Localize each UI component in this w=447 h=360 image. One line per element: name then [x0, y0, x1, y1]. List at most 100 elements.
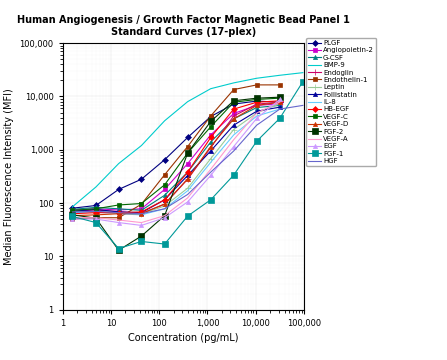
Endothelin-1	[116, 216, 121, 220]
EGF	[162, 216, 167, 220]
FGF-1	[70, 214, 75, 219]
HGF	[185, 192, 190, 197]
Legend: PLGF, Angiopoietin-2, G-CSF, BMP-9, Endoglin, Endothelin-1, Leptin, Follistatin,: PLGF, Angiopoietin-2, G-CSF, BMP-9, Endo…	[306, 38, 376, 166]
FGF-1	[208, 198, 213, 202]
Angiopoietin-2	[139, 207, 144, 211]
Line: Endothelin-1: Endothelin-1	[70, 83, 282, 221]
PLGF	[208, 114, 213, 119]
X-axis label: Concentration (pg/mL): Concentration (pg/mL)	[128, 333, 239, 343]
Line: PLGF: PLGF	[70, 99, 282, 210]
Line: VEGF-C: VEGF-C	[70, 96, 282, 212]
Leptin	[254, 111, 259, 115]
HB-EGF	[254, 100, 259, 104]
FGF-1	[231, 173, 236, 177]
HGF	[162, 207, 167, 211]
Endothelin-1	[93, 216, 99, 220]
PLGF	[93, 203, 99, 208]
HB-EGF	[70, 212, 75, 216]
G-CSF	[162, 193, 167, 197]
Follistatin	[185, 173, 190, 177]
BMP-9	[116, 161, 121, 166]
Endoglin	[231, 114, 236, 118]
Follistatin	[208, 149, 213, 153]
VEGF-D	[139, 212, 144, 216]
VEGF-D	[116, 212, 121, 216]
FGF-1	[139, 239, 144, 244]
IL-8	[231, 133, 236, 137]
VEGF-A	[116, 218, 121, 222]
EGF	[116, 220, 121, 225]
FGF-2	[139, 234, 144, 238]
FGF-2	[70, 213, 75, 217]
G-CSF	[208, 140, 213, 144]
VEGF-D	[277, 100, 283, 104]
Line: HGF: HGF	[72, 105, 303, 214]
Line: Angiopoietin-2: Angiopoietin-2	[70, 102, 282, 212]
Leptin	[139, 212, 144, 216]
FGF-2	[162, 213, 167, 218]
FGF-1	[93, 220, 99, 225]
HGF	[93, 209, 99, 213]
Follistatin	[162, 198, 167, 202]
Leptin	[93, 209, 99, 213]
G-CSF	[185, 170, 190, 174]
Endoglin	[254, 102, 259, 106]
EGF	[277, 97, 283, 102]
Endothelin-1	[231, 87, 236, 92]
HB-EGF	[162, 198, 167, 202]
HB-EGF	[116, 211, 121, 215]
Endoglin	[277, 100, 283, 104]
Line: EGF: EGF	[70, 97, 282, 228]
EGF	[93, 217, 99, 221]
VEGF-C	[162, 183, 167, 187]
IL-8	[139, 213, 144, 217]
HB-EGF	[93, 211, 99, 215]
VEGF-C	[116, 203, 121, 207]
Angiopoietin-2	[208, 133, 213, 137]
Follistatin	[277, 105, 283, 109]
Line: BMP-9: BMP-9	[72, 73, 303, 207]
BMP-9	[300, 71, 306, 75]
IL-8	[254, 114, 259, 118]
BMP-9	[231, 81, 236, 85]
Line: FGF-2: FGF-2	[70, 94, 283, 253]
PLGF	[185, 135, 190, 140]
Endothelin-1	[208, 114, 213, 118]
IL-8	[185, 189, 190, 193]
FGF-2	[93, 216, 99, 220]
HGF	[70, 210, 75, 214]
Angiopoietin-2	[185, 161, 190, 166]
Follistatin	[116, 210, 121, 214]
G-CSF	[231, 117, 236, 121]
FGF-1	[300, 80, 306, 84]
Endoglin	[70, 209, 75, 213]
Line: G-CSF: G-CSF	[70, 103, 282, 212]
EGF	[70, 217, 75, 221]
IL-8	[162, 207, 167, 211]
VEGF-D	[185, 177, 190, 181]
Line: FGF-1: FGF-1	[70, 79, 306, 251]
BMP-9	[254, 76, 259, 80]
Line: VEGF-A: VEGF-A	[72, 102, 280, 222]
BMP-9	[162, 118, 167, 123]
Line: Leptin: Leptin	[70, 101, 283, 216]
PLGF	[116, 187, 121, 192]
Angiopoietin-2	[70, 207, 75, 212]
PLGF	[162, 158, 167, 162]
Y-axis label: Median Fluorescence Intensity (MFI): Median Fluorescence Intensity (MFI)	[4, 88, 14, 265]
PLGF	[70, 206, 75, 210]
Leptin	[185, 186, 190, 190]
Endothelin-1	[162, 172, 167, 177]
FGF-1	[162, 242, 167, 246]
VEGF-A	[139, 220, 144, 225]
Leptin	[162, 204, 167, 208]
VEGF-D	[162, 202, 167, 206]
HGF	[277, 107, 283, 111]
VEGF-C	[139, 201, 144, 206]
VEGF-D	[70, 213, 75, 218]
Angiopoietin-2	[231, 111, 236, 116]
VEGF-D	[93, 213, 99, 217]
Line: VEGF-D: VEGF-D	[70, 100, 282, 218]
Line: HB-EGF: HB-EGF	[70, 99, 282, 216]
BMP-9	[185, 99, 190, 104]
